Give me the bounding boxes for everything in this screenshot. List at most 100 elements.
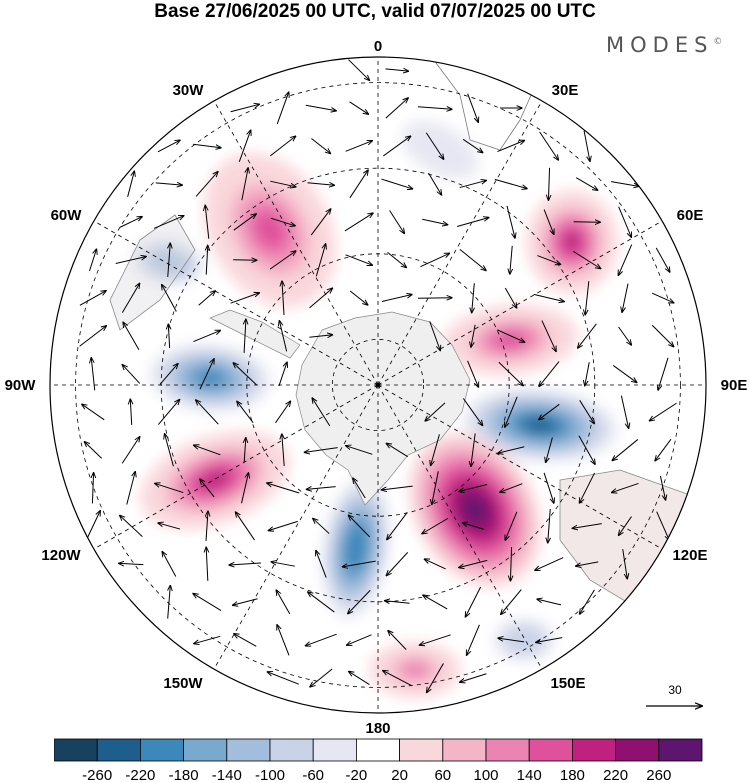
wind-vector	[500, 483, 523, 493]
wind-vector	[427, 663, 444, 692]
wind-vector	[115, 257, 147, 264]
brand-mark: ©	[713, 37, 723, 47]
wind-vector	[348, 589, 371, 614]
wind-vector	[422, 517, 449, 534]
colorbar-swatch	[96, 738, 141, 762]
wind-vector	[345, 254, 373, 265]
wind-vector	[282, 434, 284, 467]
colorbar-swatch	[54, 738, 98, 762]
wind-vector	[510, 547, 511, 581]
lon-label-120e: 120E	[672, 547, 707, 564]
wind-vector	[431, 434, 440, 465]
anomaly-drake-passage-negative	[157, 254, 179, 270]
wind-vector	[578, 435, 595, 465]
wind-reference-value: 30	[668, 683, 682, 697]
south-pole-dot	[375, 382, 381, 388]
wind-vector	[79, 291, 106, 306]
wind-vector	[84, 442, 103, 459]
meridian-line	[377, 384, 663, 550]
colorbar-tick-label: 100	[473, 767, 498, 783]
wind-vector	[578, 323, 597, 348]
wind-vector	[304, 447, 338, 453]
wind-vector	[497, 140, 524, 153]
wind-vector	[585, 362, 590, 386]
meridian-line	[213, 384, 379, 670]
wind-vector	[157, 399, 179, 425]
wind-vector	[462, 523, 484, 530]
wind-vector	[494, 178, 527, 188]
wind-vector	[467, 624, 480, 655]
wind-vector	[573, 250, 600, 268]
wind-vector	[539, 361, 560, 387]
wind-vector	[127, 171, 135, 198]
wind-vector	[347, 634, 372, 645]
wind-vector	[619, 516, 632, 536]
wind-vector	[344, 213, 373, 232]
lon-label-30w: 30W	[173, 82, 205, 99]
wind-vector	[130, 399, 131, 425]
wind-vector	[388, 631, 407, 650]
wind-vector	[89, 249, 96, 272]
lon-label-30e: 30E	[552, 82, 579, 99]
wind-vector	[651, 292, 674, 303]
wind-vector	[168, 243, 171, 277]
wind-vector	[428, 172, 441, 195]
colorbar-tick-label: 60	[434, 767, 451, 783]
wind-vector	[537, 255, 560, 265]
wind-vector	[200, 479, 215, 498]
wind-vector	[622, 283, 629, 313]
anomaly-indian-negative	[524, 417, 556, 433]
colorbar-tick-label: 260	[646, 767, 671, 783]
wind-vector	[233, 214, 256, 231]
wind-vector	[385, 98, 408, 119]
wind-vector	[270, 136, 295, 157]
south-america-outline	[109, 214, 196, 331]
wind-vector	[230, 293, 260, 304]
wind-vector	[196, 400, 219, 425]
wind-vector	[316, 550, 327, 578]
wind-vector	[241, 473, 249, 504]
wind-vector	[543, 209, 554, 235]
wind-vector	[157, 140, 180, 153]
wind-vector	[622, 549, 628, 579]
wind-vector	[267, 483, 300, 494]
wind-vector	[618, 326, 632, 345]
wind-vector	[580, 589, 595, 614]
colorbar-swatch	[442, 738, 487, 762]
wind-vector	[655, 247, 670, 272]
colorbar-tick-label: -140	[212, 767, 242, 783]
anomaly-australia-positive	[463, 496, 487, 524]
colorbar-swatch	[528, 738, 573, 762]
wind-vector	[123, 322, 140, 351]
meridian-line	[213, 100, 379, 386]
wind-vector	[235, 512, 255, 541]
wind-vector	[548, 167, 549, 200]
wind-vector	[310, 668, 333, 687]
wind-vector	[310, 209, 331, 236]
wind-vector	[429, 321, 441, 350]
wind-vector	[539, 403, 560, 419]
parallel-circle	[246, 253, 510, 517]
wind-vector	[268, 520, 298, 530]
meridian-line	[93, 384, 379, 550]
colorbar-tick-label: 140	[517, 767, 542, 783]
wind-vector	[277, 625, 290, 656]
wind-vector	[162, 551, 177, 577]
wind-vector	[655, 438, 672, 461]
wind-vector	[315, 244, 325, 277]
colorbar-swatch	[615, 738, 660, 762]
anomaly-amundsen-negative	[195, 369, 225, 387]
wind-vector	[306, 487, 336, 490]
wind-vector	[383, 136, 410, 157]
wind-vector	[505, 396, 518, 427]
meridian-line	[377, 100, 543, 386]
wind-vector	[501, 589, 522, 615]
wind-vector	[576, 561, 599, 566]
lon-label-150w: 150W	[163, 675, 203, 692]
antarctic-peninsula	[209, 309, 301, 359]
wind-vector	[162, 285, 177, 312]
wind-vector	[381, 294, 412, 302]
wind-vector	[612, 482, 639, 492]
wind-vector	[198, 291, 216, 306]
wind-vector	[505, 511, 518, 540]
